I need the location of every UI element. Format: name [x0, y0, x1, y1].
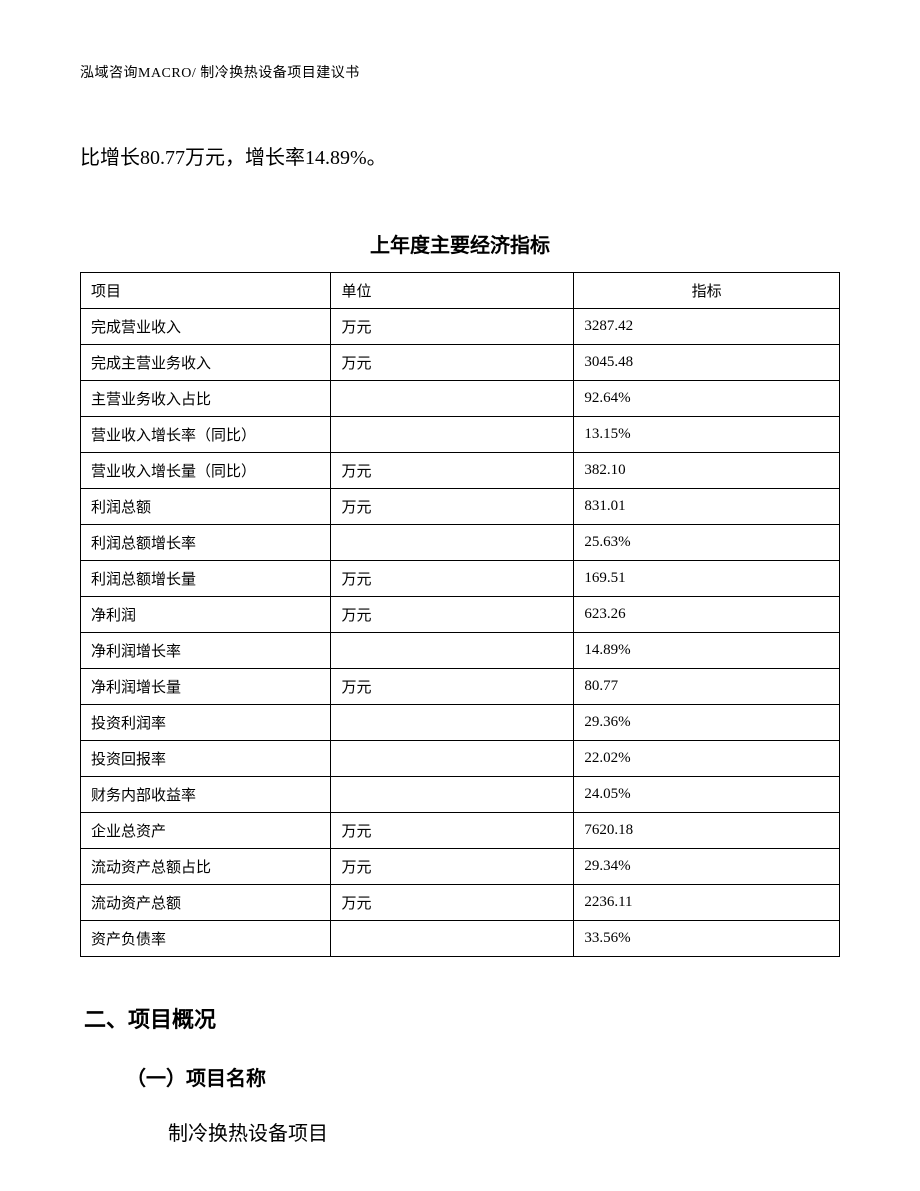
cell-unit [331, 525, 574, 561]
cell-unit: 万元 [331, 813, 574, 849]
cell-item: 利润总额增长率 [81, 525, 331, 561]
cell-unit [331, 633, 574, 669]
cell-item: 流动资产总额 [81, 885, 331, 921]
cell-value: 24.05% [574, 777, 840, 813]
cell-unit: 万元 [331, 669, 574, 705]
cell-item: 营业收入增长量（同比） [81, 453, 331, 489]
cell-unit: 万元 [331, 453, 574, 489]
sub-heading: （一）项目名称 [126, 1062, 840, 1091]
cell-item: 完成营业收入 [81, 309, 331, 345]
page-header: 泓域咨询MACRO/ 制冷换热设备项目建议书 [80, 62, 840, 82]
table-row: 利润总额万元831.01 [81, 489, 840, 525]
table-row: 投资回报率 22.02% [81, 741, 840, 777]
cell-value: 623.26 [574, 597, 840, 633]
table-row: 净利润增长量万元80.77 [81, 669, 840, 705]
section-heading: 二、项目概况 [84, 1002, 840, 1034]
col-header-item: 项目 [81, 273, 331, 309]
cell-unit [331, 777, 574, 813]
cell-item: 流动资产总额占比 [81, 849, 331, 885]
project-name-text: 制冷换热设备项目 [168, 1117, 840, 1146]
table-row: 完成主营业务收入万元3045.48 [81, 345, 840, 381]
table-row: 财务内部收益率 24.05% [81, 777, 840, 813]
cell-item: 净利润增长量 [81, 669, 331, 705]
cell-value: 29.36% [574, 705, 840, 741]
cell-value: 14.89% [574, 633, 840, 669]
table-row: 企业总资产万元7620.18 [81, 813, 840, 849]
cell-unit: 万元 [331, 309, 574, 345]
cell-unit: 万元 [331, 597, 574, 633]
cell-unit: 万元 [331, 561, 574, 597]
table-row: 营业收入增长量（同比）万元382.10 [81, 453, 840, 489]
cell-value: 13.15% [574, 417, 840, 453]
table-row: 流动资产总额万元2236.11 [81, 885, 840, 921]
cell-unit [331, 705, 574, 741]
cell-item: 投资利润率 [81, 705, 331, 741]
cell-unit: 万元 [331, 345, 574, 381]
cell-item: 投资回报率 [81, 741, 331, 777]
cell-value: 33.56% [574, 921, 840, 957]
table-row: 流动资产总额占比万元29.34% [81, 849, 840, 885]
cell-value: 80.77 [574, 669, 840, 705]
cell-unit [331, 417, 574, 453]
cell-value: 169.51 [574, 561, 840, 597]
cell-unit [331, 741, 574, 777]
col-header-value: 指标 [574, 273, 840, 309]
cell-value: 3045.48 [574, 345, 840, 381]
cell-unit [331, 921, 574, 957]
table-row: 净利润增长率 14.89% [81, 633, 840, 669]
cell-item: 资产负债率 [81, 921, 331, 957]
economic-indicators-table: 项目 单位 指标 完成营业收入万元3287.42完成主营业务收入万元3045.4… [80, 272, 840, 957]
table-row: 完成营业收入万元3287.42 [81, 309, 840, 345]
cell-item: 营业收入增长率（同比） [81, 417, 331, 453]
table-header-row: 项目 单位 指标 [81, 273, 840, 309]
cell-value: 25.63% [574, 525, 840, 561]
table-row: 主营业务收入占比 92.64% [81, 381, 840, 417]
col-header-unit: 单位 [331, 273, 574, 309]
table-row: 营业收入增长率（同比） 13.15% [81, 417, 840, 453]
cell-value: 7620.18 [574, 813, 840, 849]
cell-item: 利润总额 [81, 489, 331, 525]
table-title: 上年度主要经济指标 [80, 229, 840, 258]
cell-value: 831.01 [574, 489, 840, 525]
cell-item: 净利润增长率 [81, 633, 331, 669]
cell-item: 主营业务收入占比 [81, 381, 331, 417]
cell-item: 企业总资产 [81, 813, 331, 849]
intro-paragraph: 比增长80.77万元，增长率14.89%。 [80, 142, 840, 174]
cell-value: 22.02% [574, 741, 840, 777]
cell-item: 财务内部收益率 [81, 777, 331, 813]
table-row: 投资利润率 29.36% [81, 705, 840, 741]
table-row: 资产负债率 33.56% [81, 921, 840, 957]
cell-item: 净利润 [81, 597, 331, 633]
cell-item: 完成主营业务收入 [81, 345, 331, 381]
cell-item: 利润总额增长量 [81, 561, 331, 597]
table-row: 净利润万元623.26 [81, 597, 840, 633]
table-row: 利润总额增长率 25.63% [81, 525, 840, 561]
cell-value: 382.10 [574, 453, 840, 489]
table-row: 利润总额增长量万元169.51 [81, 561, 840, 597]
cell-value: 2236.11 [574, 885, 840, 921]
cell-unit: 万元 [331, 849, 574, 885]
cell-value: 92.64% [574, 381, 840, 417]
cell-value: 29.34% [574, 849, 840, 885]
cell-unit: 万元 [331, 885, 574, 921]
cell-unit: 万元 [331, 489, 574, 525]
cell-unit [331, 381, 574, 417]
cell-value: 3287.42 [574, 309, 840, 345]
